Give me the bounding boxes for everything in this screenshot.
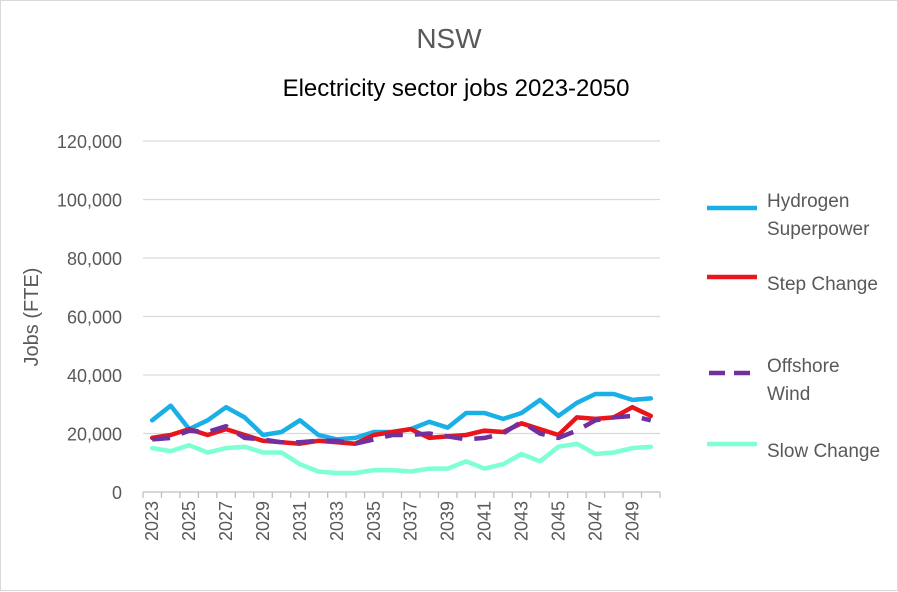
legend: Hydrogen Superpower Step Change Offshore Win… xyxy=(707,191,880,462)
y-tick-label: 100,000 xyxy=(57,191,122,211)
series-lines xyxy=(149,391,654,476)
y-tick-label: 120,000 xyxy=(57,132,122,152)
y-tick-label: 20,000 xyxy=(67,425,122,445)
legend-label: Superpower xyxy=(767,219,870,240)
x-tick-label: 2033 xyxy=(327,501,347,541)
legend-label: Hydrogen xyxy=(767,191,849,212)
y-tick-label: 80,000 xyxy=(67,249,122,269)
x-tick-label: 2041 xyxy=(475,501,495,541)
x-tick-label: 2035 xyxy=(364,501,384,541)
series-line-offshore-wind xyxy=(152,413,652,446)
x-axis xyxy=(142,491,661,498)
x-tick-label: 2045 xyxy=(548,501,568,541)
x-tick-label: 2039 xyxy=(438,501,458,541)
x-tick-label: 2043 xyxy=(512,501,532,541)
legend-label: Wind xyxy=(767,384,810,405)
x-tick-label: 2049 xyxy=(622,501,642,541)
x-tick-labels: 2023 2025 2027 2029 2031 2033 2035 2037 2039 2041… xyxy=(142,501,642,541)
legend-label: Slow Change xyxy=(767,441,880,462)
series-line-slow-change xyxy=(149,441,654,476)
legend-label: Offshore xyxy=(767,356,840,377)
y-tick-label: 60,000 xyxy=(67,308,122,328)
series-line-step-change xyxy=(149,404,654,446)
x-tick-label: 2037 xyxy=(401,501,421,541)
chart-subtitle: Electricity sector jobs 2023-2050 xyxy=(283,75,630,102)
x-tick-label: 2029 xyxy=(253,501,273,541)
x-tick-label: 2031 xyxy=(290,501,310,541)
y-tick-label: 40,000 xyxy=(67,366,122,386)
x-tick-label: 2023 xyxy=(142,501,162,541)
chart-title: NSW xyxy=(416,23,482,54)
y-tick-label: 0 xyxy=(112,483,122,503)
y-axis-label: Jobs (FTE) xyxy=(21,268,43,367)
gridlines xyxy=(143,140,660,435)
x-tick-label: 2027 xyxy=(216,501,236,541)
x-tick-label: 2025 xyxy=(179,501,199,541)
x-tick-label: 2047 xyxy=(585,501,605,541)
legend-label: Step Change xyxy=(767,274,878,295)
y-tick-labels: 0 20,000 40,000 60,000 80,000 100,000 120,000 xyxy=(57,132,122,503)
